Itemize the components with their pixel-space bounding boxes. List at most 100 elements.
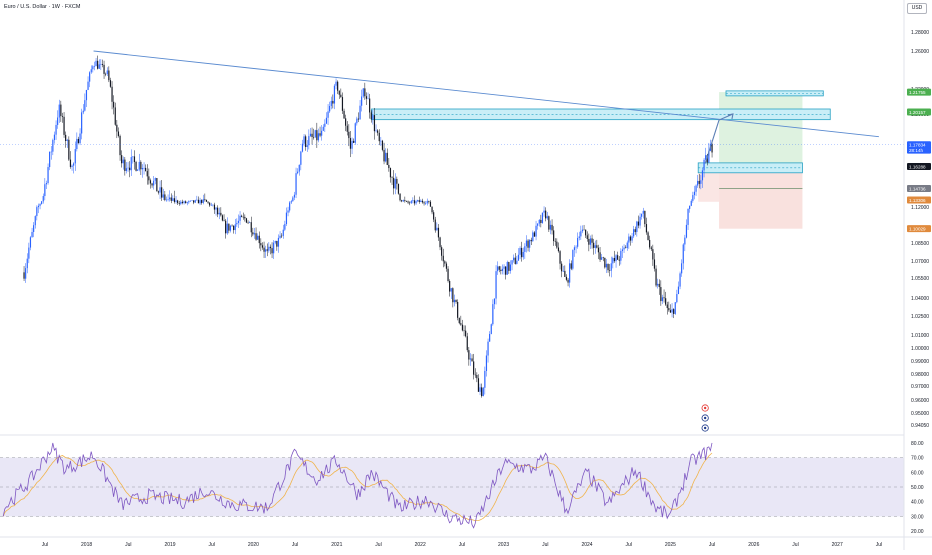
candle-body: [178, 203, 180, 204]
candle-body: [221, 215, 224, 221]
y-tick-label: 0.99000: [911, 359, 929, 365]
candle-body: [277, 237, 280, 247]
candle-body: [345, 118, 347, 126]
candle-body: [71, 165, 73, 167]
candle-body: [453, 299, 456, 303]
candle-body: [322, 126, 324, 131]
candle-body: [313, 137, 315, 138]
candle-body: [521, 247, 523, 258]
candle-body: [247, 222, 249, 224]
candle-body: [132, 156, 134, 158]
candle-body: [125, 168, 128, 171]
x-tick-label: Jul: [208, 542, 214, 548]
candle-body: [348, 131, 350, 139]
candle-body: [226, 223, 228, 234]
candle-body: [525, 240, 528, 247]
candle-body: [231, 225, 233, 227]
candle-body: [373, 115, 376, 132]
candle-body: [482, 387, 484, 397]
candle-body: [588, 238, 590, 245]
candle-body: [533, 232, 536, 237]
price-tag: [907, 141, 931, 149]
candle-body: [668, 308, 670, 311]
candle-body: [449, 281, 451, 292]
candle-body: [490, 324, 492, 335]
candle-body: [383, 149, 385, 162]
candle-body: [351, 140, 353, 149]
candle-body: [346, 125, 348, 132]
candle-body: [146, 171, 148, 177]
candle-body: [596, 245, 598, 248]
candle-body: [189, 200, 192, 202]
candle-body: [559, 251, 561, 264]
y-tick-label: 0.94050: [911, 423, 929, 429]
candle-body: [687, 208, 689, 225]
candle-body: [85, 89, 88, 101]
candle-body: [194, 200, 196, 203]
candle-body: [381, 140, 384, 150]
candle-body: [305, 136, 307, 148]
rsi-tick-label: 80.00: [911, 441, 924, 447]
candle-body: [676, 294, 678, 303]
candle-body: [253, 233, 256, 235]
candle-body: [375, 130, 377, 132]
candle-body: [341, 97, 344, 111]
candle-body: [485, 355, 488, 371]
candle-body: [258, 235, 260, 244]
candle-body: [63, 116, 65, 135]
currency-button[interactable]: USD: [907, 3, 927, 14]
candle-body: [173, 198, 176, 202]
candle-body: [554, 241, 556, 242]
y-tick-label: 1.05500: [911, 276, 929, 282]
price-tag: [907, 225, 931, 233]
price-tag-label: 1.16288: [909, 164, 926, 169]
candle-body: [674, 302, 676, 314]
candle-body: [511, 260, 513, 265]
price-tag-label: 1.13306: [909, 198, 926, 203]
candle-body: [257, 235, 259, 240]
candle-body: [145, 167, 147, 172]
candle-body: [354, 123, 356, 143]
candle-body: [260, 243, 262, 246]
rsi-tick-label: 60.00: [911, 470, 924, 476]
candle-body: [223, 220, 225, 222]
candle-body: [708, 150, 710, 163]
lightning-event-dot: [703, 406, 707, 410]
candle-body: [658, 283, 660, 288]
candle-body: [164, 194, 166, 201]
candle-body: [601, 257, 603, 260]
candle-body: [385, 152, 387, 162]
candle-body: [188, 201, 190, 203]
candle-body: [569, 263, 571, 283]
candle-body: [514, 257, 516, 264]
candle-body: [33, 225, 35, 232]
candle-body: [681, 263, 683, 274]
candle-body: [553, 230, 555, 242]
candle-body: [535, 225, 537, 237]
y-tick-label: 1.12000: [911, 205, 929, 211]
dividend-event-dot: [703, 416, 707, 420]
candle-body: [412, 200, 414, 201]
candle-body: [471, 358, 473, 362]
position-tool-group: [698, 92, 803, 229]
candle-body: [642, 210, 644, 214]
candle-body: [212, 204, 214, 206]
candle-body: [562, 270, 564, 272]
candle-body: [290, 201, 292, 203]
candle-body: [193, 200, 195, 203]
candle-body: [121, 155, 123, 164]
x-tick-label: Jul: [709, 542, 715, 548]
candle-body: [378, 132, 380, 142]
candle-body: [250, 222, 252, 233]
candle-body: [74, 149, 76, 164]
candle-body: [618, 259, 620, 261]
candle-body: [31, 231, 33, 238]
candle-body: [265, 249, 267, 252]
candle-body: [329, 105, 331, 112]
candle-body: [201, 200, 203, 203]
candle-body: [122, 159, 124, 164]
candle-body: [644, 210, 646, 225]
candle-body: [538, 219, 540, 224]
